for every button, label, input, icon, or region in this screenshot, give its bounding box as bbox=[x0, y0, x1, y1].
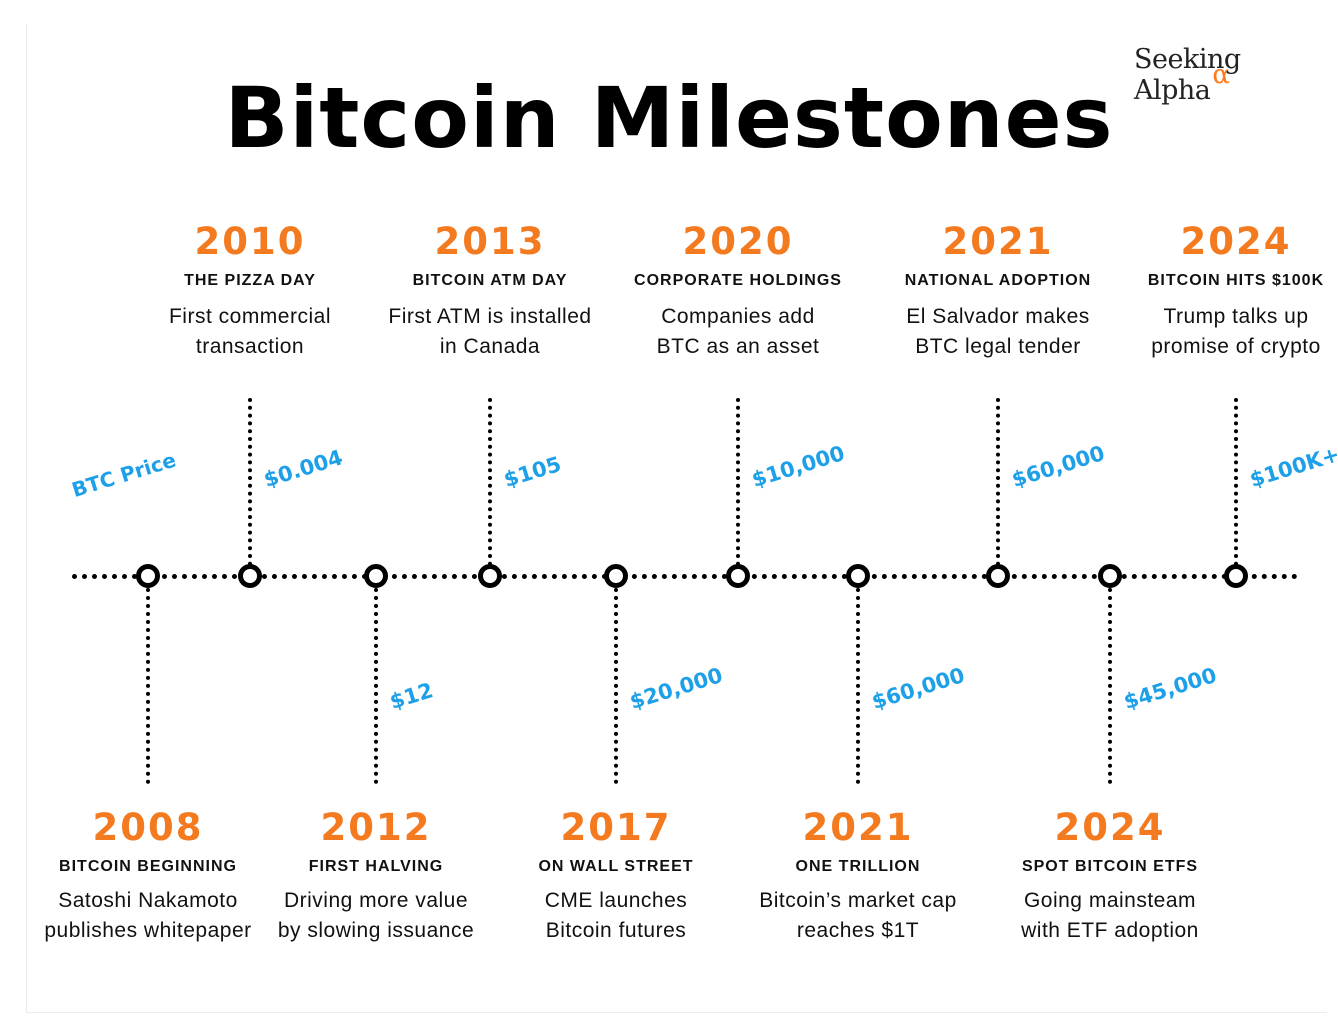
milestone-label: BITCOIN HITS $100K bbox=[1147, 272, 1325, 289]
description-line: in Canada bbox=[439, 335, 541, 358]
description-line: Trump talks up bbox=[1163, 305, 1309, 328]
timeline-node bbox=[604, 564, 628, 588]
connector-line bbox=[1234, 398, 1238, 566]
description-line: with ETF adoption bbox=[1021, 919, 1199, 942]
milestone-label: ON WALL STREET bbox=[538, 858, 694, 875]
timeline-node bbox=[986, 564, 1010, 588]
milestone-description: Companies add BTC as an asset bbox=[608, 302, 868, 362]
milestone-label: NATIONAL ADOPTION bbox=[904, 272, 1092, 289]
connector-line bbox=[614, 588, 618, 784]
milestone-year: 2021 bbox=[802, 806, 914, 849]
milestone-year: 2013 bbox=[434, 220, 546, 263]
alpha-icon: α bbox=[1212, 60, 1230, 90]
description-line: First ATM is installed bbox=[388, 305, 592, 328]
milestone-label: FIRST HALVING bbox=[308, 858, 444, 875]
brand-logo: Seeking Alphaα bbox=[1134, 44, 1338, 106]
milestone-year: 2020 bbox=[682, 220, 794, 263]
brand-name: Seeking Alpha bbox=[1134, 44, 1241, 106]
description-line: transaction bbox=[195, 335, 305, 358]
milestone-label: SPOT BITCOIN ETFS bbox=[1021, 858, 1199, 875]
milestone-label: ONE TRILLION bbox=[795, 858, 921, 875]
milestone-description: Driving more value by slowing issuance bbox=[246, 886, 506, 946]
timeline-node bbox=[364, 564, 388, 588]
description-line: reaches $1T bbox=[796, 919, 920, 942]
milestone-year: 2024 bbox=[1180, 220, 1292, 263]
milestone-description: Going mainsteam with ETF adoption bbox=[980, 886, 1240, 946]
timeline-node bbox=[136, 564, 160, 588]
connector-line bbox=[248, 398, 252, 566]
description-line: Bitcoin futures bbox=[545, 919, 687, 942]
timeline-node bbox=[846, 564, 870, 588]
timeline-node bbox=[1224, 564, 1248, 588]
description-line: Driving more value bbox=[283, 889, 469, 912]
connector-line bbox=[996, 398, 1000, 566]
description-line: Companies add bbox=[661, 305, 815, 328]
milestone-year: 2024 bbox=[1054, 806, 1166, 849]
milestone-description: First ATM is installed in Canada bbox=[360, 302, 620, 362]
timeline-axis bbox=[72, 574, 1298, 579]
timeline-node bbox=[1098, 564, 1122, 588]
description-line: Bitcoin’s market cap bbox=[759, 889, 957, 912]
connector-line bbox=[374, 588, 378, 784]
description-line: Satoshi Nakamoto bbox=[58, 889, 238, 912]
page-frame bbox=[26, 24, 1327, 1013]
milestone-year: 2012 bbox=[320, 806, 432, 849]
timeline-node bbox=[726, 564, 750, 588]
description-line: First commercial bbox=[168, 305, 331, 328]
connector-line bbox=[488, 398, 492, 566]
milestone-label: THE PIZZA DAY bbox=[184, 272, 316, 289]
milestone-label: CORPORATE HOLDINGS bbox=[634, 272, 842, 289]
milestone-description: Trump talks up promise of crypto bbox=[1106, 302, 1338, 362]
description-line: El Salvador makes bbox=[906, 305, 1090, 328]
milestone-label: BITCOIN BEGINNING bbox=[59, 858, 237, 875]
milestone-description: El Salvador makes BTC legal tender bbox=[868, 302, 1128, 362]
connector-line bbox=[1108, 588, 1112, 784]
description-line: CME launches bbox=[544, 889, 688, 912]
milestone-description: Bitcoin’s market cap reaches $1T bbox=[728, 886, 988, 946]
milestone-description: First commercial transaction bbox=[120, 302, 380, 362]
description-line: BTC as an asset bbox=[656, 335, 820, 358]
description-line: publishes whitepaper bbox=[44, 919, 252, 942]
milestone-year: 2021 bbox=[942, 220, 1054, 263]
connector-line bbox=[736, 398, 740, 566]
description-line: by slowing issuance bbox=[277, 919, 475, 942]
timeline-node bbox=[238, 564, 262, 588]
page-title: Bitcoin Milestones bbox=[224, 69, 1114, 167]
description-line: Going mainsteam bbox=[1023, 889, 1197, 912]
milestone-label: BITCOIN ATM DAY bbox=[412, 272, 568, 289]
description-line: promise of crypto bbox=[1151, 335, 1321, 358]
connector-line bbox=[856, 588, 860, 784]
milestone-description: Satoshi Nakamoto publishes whitepaper bbox=[18, 886, 278, 946]
timeline-node bbox=[478, 564, 502, 588]
connector-line bbox=[146, 588, 150, 784]
milestone-year: 2017 bbox=[560, 806, 672, 849]
description-line: BTC legal tender bbox=[915, 335, 1081, 358]
milestone-year: 2008 bbox=[92, 806, 204, 849]
milestone-description: CME launches Bitcoin futures bbox=[486, 886, 746, 946]
milestone-year: 2010 bbox=[194, 220, 306, 263]
